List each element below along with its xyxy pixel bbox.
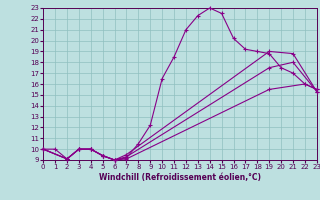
- X-axis label: Windchill (Refroidissement éolien,°C): Windchill (Refroidissement éolien,°C): [99, 173, 261, 182]
